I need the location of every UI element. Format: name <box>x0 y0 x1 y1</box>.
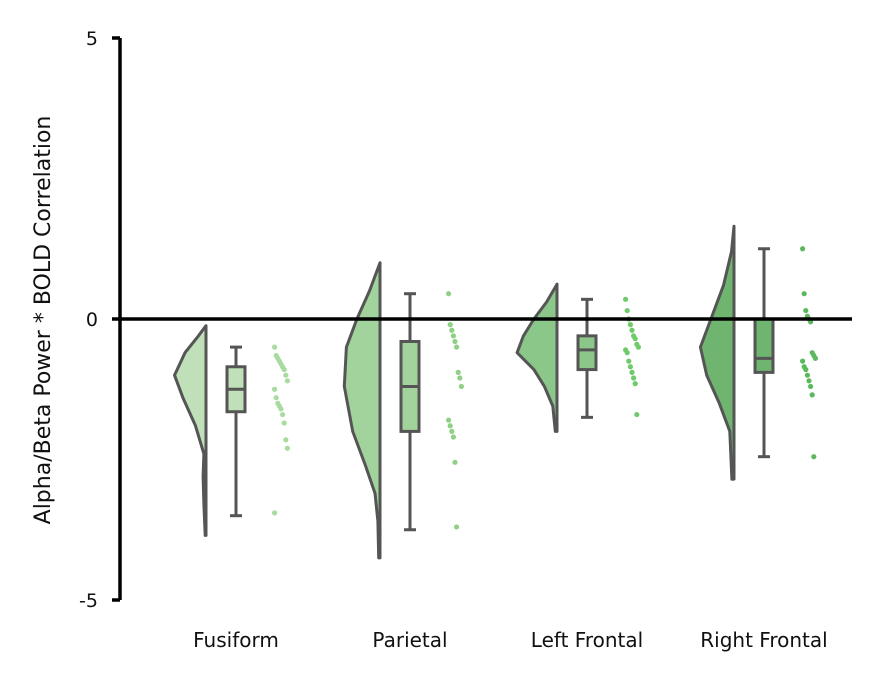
data-point <box>632 381 638 387</box>
y-axis-title: Alpha/Beta Power * BOLD Correlation <box>31 116 56 525</box>
data-point <box>627 364 634 370</box>
violin-shape <box>173 324 208 537</box>
box-iqr <box>753 317 775 374</box>
violin-shape <box>515 282 559 433</box>
data-point <box>803 307 809 314</box>
y-tick-label: -5 <box>79 590 98 612</box>
data-point <box>454 524 460 530</box>
x-tick-label: Fusiform <box>193 628 279 652</box>
data-point <box>624 350 630 356</box>
data-point <box>811 454 817 460</box>
data-point <box>812 355 819 361</box>
data-point <box>446 291 452 297</box>
data-point <box>800 246 806 252</box>
data-point <box>281 420 287 426</box>
data-point <box>284 378 290 384</box>
data-point <box>455 369 461 375</box>
data-point <box>634 411 640 418</box>
data-point <box>803 366 809 373</box>
data-point <box>280 411 286 418</box>
data-point <box>629 369 635 375</box>
data-point <box>458 383 464 390</box>
data-point <box>800 358 806 364</box>
y-tick-label: 0 <box>86 309 98 331</box>
data-point <box>626 358 632 364</box>
data-point <box>452 338 458 345</box>
data-point <box>627 322 634 328</box>
box-iqr <box>576 334 598 372</box>
data-point <box>635 344 642 350</box>
data-point <box>272 344 278 350</box>
data-point <box>454 344 460 350</box>
series-right-frontal <box>698 224 819 481</box>
x-axis-labels: Fusiform Parietal Left Frontal Right Fronta… <box>193 628 828 652</box>
data-point <box>450 434 456 440</box>
x-tick-label: Left Frontal <box>531 628 643 652</box>
y-tick-label: 5 <box>86 28 98 50</box>
data-point <box>449 327 455 333</box>
data-point <box>452 459 458 465</box>
data-point <box>272 510 278 516</box>
data-point <box>273 395 279 401</box>
data-point <box>457 375 463 381</box>
series-parietal <box>342 261 464 560</box>
data-point <box>283 372 289 378</box>
series-left-frontal <box>515 282 642 433</box>
series-fusiform <box>173 324 290 537</box>
data-point <box>449 428 455 434</box>
data-point <box>446 417 452 423</box>
y-axis-ticks: -5 0 5 <box>79 28 120 612</box>
violin-shape <box>342 261 382 560</box>
data-point <box>809 392 815 398</box>
violin-shape <box>698 224 736 481</box>
data-point <box>801 291 807 297</box>
data-point <box>806 378 812 384</box>
plot-area <box>173 224 819 560</box>
data-point <box>629 327 635 333</box>
data-point <box>808 383 814 390</box>
data-point <box>624 307 630 314</box>
data-point <box>281 366 287 373</box>
x-tick-label: Parietal <box>372 628 447 652</box>
data-point <box>284 445 290 451</box>
data-point <box>631 375 637 381</box>
data-point <box>447 322 453 328</box>
data-point <box>450 333 456 339</box>
data-point <box>623 296 629 302</box>
data-point <box>283 437 289 443</box>
x-tick-label: Right Frontal <box>700 628 827 652</box>
data-point <box>447 423 453 429</box>
data-point <box>632 336 638 342</box>
data-point <box>272 386 278 392</box>
data-point <box>278 406 284 412</box>
data-point <box>804 372 811 378</box>
